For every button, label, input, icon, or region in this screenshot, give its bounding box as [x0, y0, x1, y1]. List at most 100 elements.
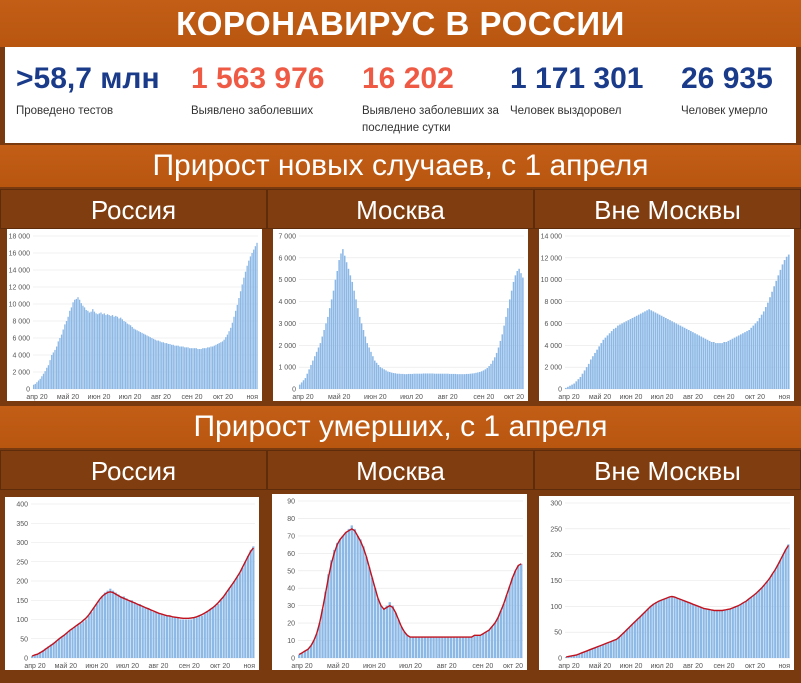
bar: [120, 596, 123, 658]
bar: [233, 316, 235, 389]
bar: [111, 315, 114, 389]
bar: [238, 573, 241, 658]
x-tick-label: май 20: [589, 662, 611, 670]
bar: [414, 637, 418, 658]
bar: [702, 337, 705, 389]
bar: [492, 360, 494, 389]
bar: [85, 309, 87, 389]
y-tick-label: 1 000: [278, 365, 296, 372]
y-tick-label: 250: [550, 526, 562, 533]
bar: [715, 343, 717, 389]
bar: [729, 608, 732, 658]
bar: [731, 607, 734, 658]
bar: [771, 573, 774, 658]
bar: [82, 305, 84, 389]
bar: [509, 299, 511, 389]
x-tick-label: апр 20: [26, 394, 47, 401]
bar: [136, 330, 138, 389]
bar: [359, 316, 361, 389]
trend-line: [31, 547, 254, 657]
bar: [479, 635, 482, 658]
bar: [712, 342, 715, 389]
bar: [758, 317, 761, 389]
bar: [161, 342, 163, 389]
bar: [368, 347, 370, 389]
bar: [98, 600, 101, 658]
bar: [235, 310, 237, 389]
bar: [208, 347, 211, 389]
bar: [655, 602, 658, 658]
bar: [66, 632, 69, 658]
bar: [600, 343, 603, 389]
bar: [239, 291, 242, 389]
deaths-moscow-chart: 0 10 20 30 40 50 60 70 80 90 апр 20 май 20 июн 20 июл…: [272, 494, 527, 670]
bar: [769, 297, 771, 389]
bar: [243, 277, 245, 389]
bar: [746, 331, 748, 389]
bar: [681, 600, 684, 658]
bar: [499, 610, 502, 658]
bar: [203, 613, 206, 658]
bar: [52, 642, 55, 658]
bar: [579, 376, 582, 389]
bar: [591, 648, 594, 658]
bar: [347, 268, 350, 389]
bar: [87, 615, 90, 658]
bar: [482, 633, 485, 658]
bar: [690, 331, 692, 389]
x-tick-label: авг 20: [437, 663, 457, 670]
bar: [319, 343, 322, 389]
bar: [103, 313, 105, 389]
bar: [499, 340, 502, 389]
bar: [323, 329, 325, 389]
bar: [667, 319, 669, 389]
x-tick-label: апр 20: [558, 663, 579, 670]
bar: [476, 635, 479, 658]
bar: [317, 347, 320, 389]
bar: [62, 329, 64, 389]
bar: [675, 323, 678, 389]
bar: [244, 271, 247, 389]
bar: [167, 343, 169, 389]
bar: [184, 619, 187, 658]
bar: [608, 333, 611, 389]
bar: [681, 326, 684, 389]
bar: [633, 621, 636, 658]
bar: [244, 561, 247, 658]
x-tick-label: апр 20: [558, 394, 579, 401]
bar: [623, 632, 626, 658]
bar: [131, 326, 133, 389]
bar: [46, 367, 48, 389]
bar: [385, 605, 388, 658]
stat-value: 26 935: [681, 62, 773, 95]
bar: [44, 648, 47, 658]
bar: [721, 343, 723, 389]
bar: [606, 335, 609, 389]
bar: [587, 363, 590, 389]
bar: [71, 629, 74, 658]
bar: [482, 370, 485, 389]
bar: [95, 313, 97, 389]
bar: [72, 302, 74, 389]
bar: [114, 592, 117, 658]
bar: [175, 345, 178, 389]
bar: [423, 637, 426, 658]
bar: [136, 604, 139, 658]
bar: [750, 327, 753, 389]
y-tick-label: 14 000: [541, 234, 563, 241]
bar: [182, 619, 185, 658]
bar: [230, 327, 232, 389]
bar: [458, 374, 460, 389]
bar: [55, 640, 58, 658]
bar: [594, 647, 597, 658]
bar: [405, 374, 408, 389]
x-tick-label: июл 20: [399, 663, 422, 670]
bar: [338, 260, 340, 389]
y-tick-label: 8 000: [544, 299, 562, 306]
bar: [719, 343, 721, 389]
stat-value: >58,7 млн: [16, 62, 160, 95]
bar: [652, 603, 655, 658]
bar: [253, 249, 255, 389]
bar: [124, 321, 127, 389]
bar: [144, 334, 146, 389]
